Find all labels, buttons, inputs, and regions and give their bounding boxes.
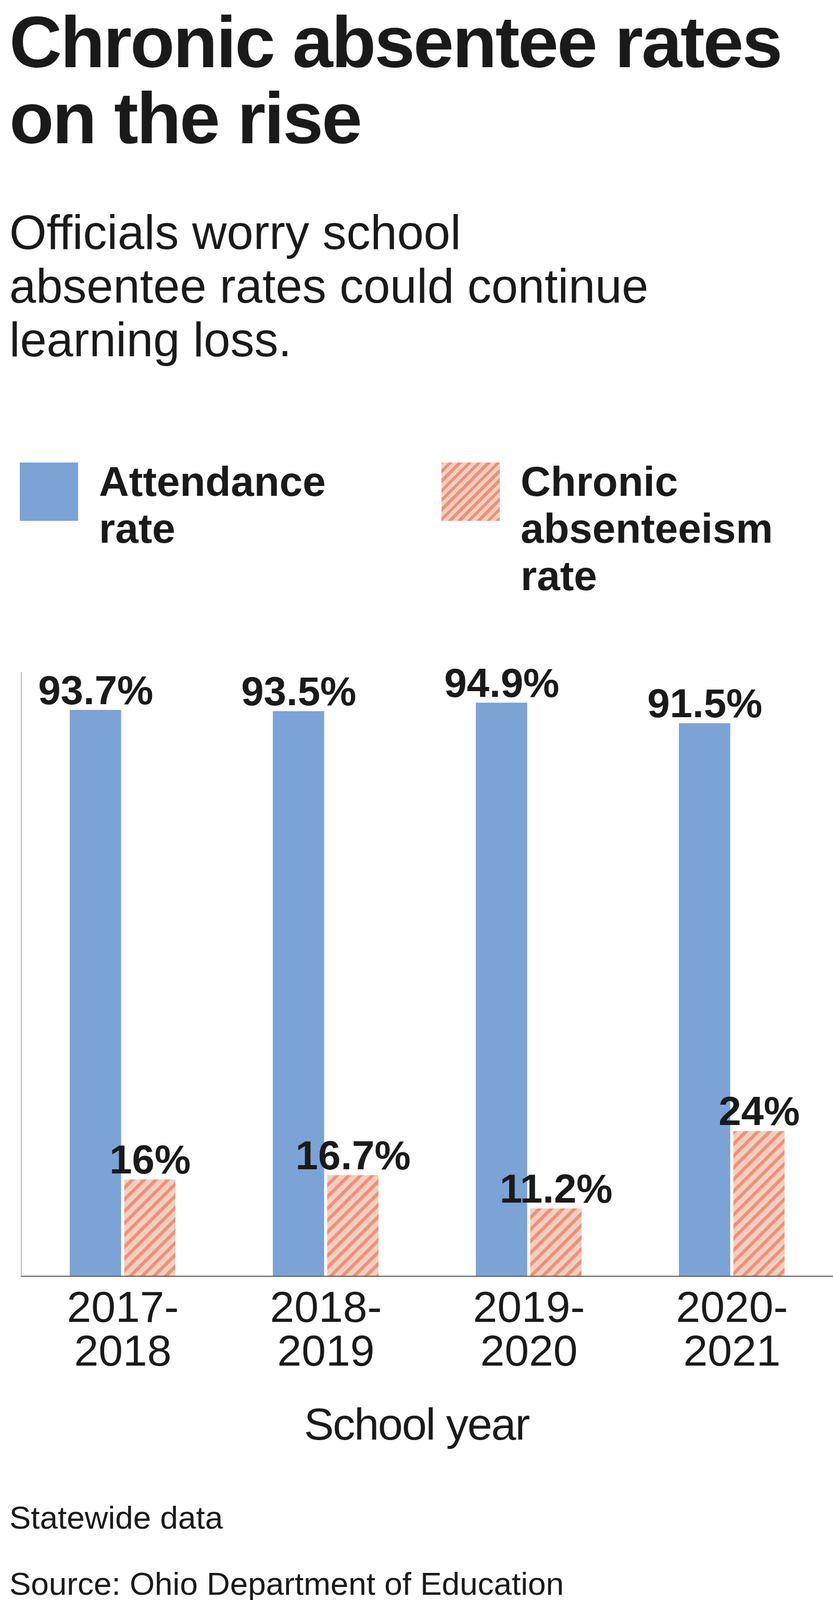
html-text:Chronic absenteeism rate: Chronic absenteeism rate [520, 458, 773, 599]
svg-text:24%: 24% [718, 1087, 800, 1134]
svg-text:16%: 16% [109, 1136, 191, 1182]
svg-text:91.5%: 91.5% [647, 679, 763, 726]
html-text:Attendance rate: Attendance rate [98, 458, 326, 552]
html-text:Source: Ohio Department of Edu: Source: Ohio Department of Education [9, 1565, 564, 1600]
html-text:Chronic absentee rates on the: Chronic absentee rates on the rise [9, 1, 782, 159]
svg-text:93.7%: 93.7% [38, 666, 154, 713]
svg-text:2020-2021: 2020-2021 [676, 1281, 789, 1375]
html-text:Officials worry school absente: Officials worry school absentee rates co… [9, 205, 649, 367]
html-text:School year: School year [303, 1398, 530, 1449]
svg-text:11.2%: 11.2% [499, 1165, 613, 1211]
svg-text:2018-2019: 2018-2019 [270, 1281, 383, 1375]
svg-text:2019-2020: 2019-2020 [473, 1281, 586, 1375]
svg-text:16.7%: 16.7% [295, 1131, 411, 1178]
html-text:Statewide data: Statewide data [9, 1498, 223, 1535]
svg-text:2017-2018: 2017-2018 [67, 1281, 180, 1375]
svg-text:94.9%: 94.9% [444, 659, 560, 706]
svg-text:93.5%: 93.5% [241, 667, 357, 714]
